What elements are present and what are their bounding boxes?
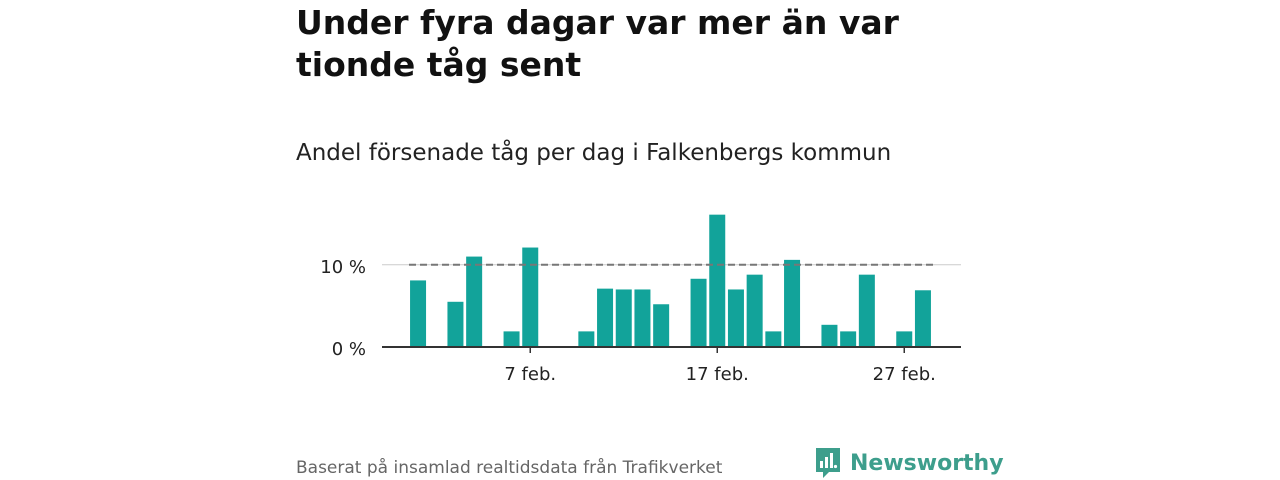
y-tick-label: 10 % [320, 257, 366, 278]
bar [466, 256, 483, 347]
newsworthy-logo-icon [816, 448, 840, 478]
x-tick-label: 27 feb. [873, 364, 936, 385]
bar [503, 331, 520, 347]
source-note: Baserat på insamlad realtidsdata från Tr… [296, 458, 723, 478]
brand-logo: Newsworthy [814, 446, 1004, 480]
bar [634, 289, 651, 347]
bar [653, 304, 670, 347]
bar [410, 280, 427, 347]
chart-subtitle: Andel försenade tåg per dag i Falkenberg… [296, 140, 892, 166]
bar [784, 259, 801, 347]
bar [858, 274, 875, 347]
bar [447, 301, 464, 347]
bar-chart: 0 % 10 % 7 feb. 17 feb. 27 feb. [320, 214, 961, 385]
bar [914, 290, 931, 347]
bar [840, 331, 857, 347]
bar [522, 247, 539, 347]
y-tick-label: 0 % [332, 339, 366, 360]
x-tick-label: 17 feb. [686, 364, 749, 385]
bar [746, 274, 763, 347]
chart-title: Under fyra dagar var mer än var tionde t… [296, 3, 899, 84]
x-tick-label: 7 feb. [504, 364, 556, 385]
bar [765, 331, 782, 347]
bar [727, 289, 744, 347]
bar [690, 278, 707, 347]
bar [821, 324, 838, 347]
bar [615, 289, 632, 347]
brand-name: Newsworthy [850, 450, 1004, 476]
bar [709, 214, 726, 347]
bar [578, 331, 595, 347]
bar [896, 331, 913, 347]
bar [597, 288, 614, 347]
